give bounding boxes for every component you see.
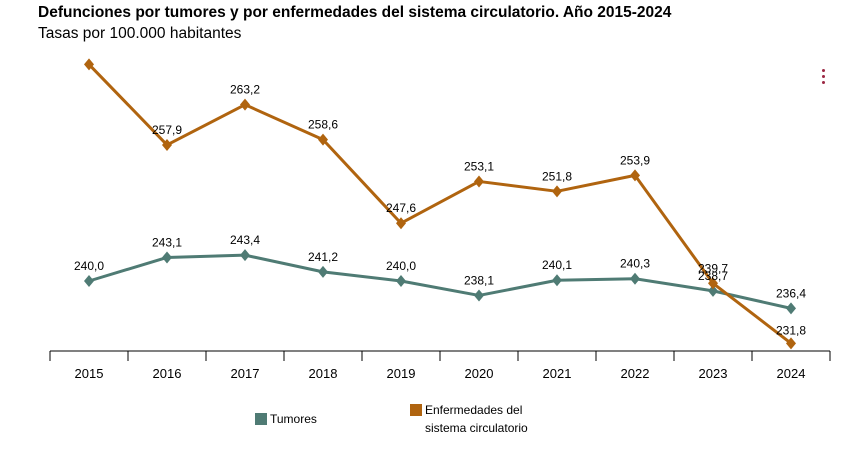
data-point-tumores bbox=[396, 275, 406, 287]
data-label-tumores: 241,2 bbox=[308, 250, 338, 264]
x-tick-label: 2022 bbox=[621, 366, 650, 381]
data-label-tumores: 240,0 bbox=[74, 259, 104, 273]
x-tick-label: 2024 bbox=[777, 366, 806, 381]
legend-swatch-tumores bbox=[255, 413, 267, 425]
data-point-tumores bbox=[786, 302, 796, 315]
legend-item-circulatorio[interactable]: Enfermedades del sistema circulatorio bbox=[410, 401, 528, 437]
data-label-circulatorio: 263,2 bbox=[230, 83, 260, 97]
data-label-circulatorio: 257,9 bbox=[152, 123, 182, 137]
data-point-circulatorio bbox=[318, 133, 328, 146]
data-point-circulatorio bbox=[708, 277, 718, 290]
x-tick-label: 2018 bbox=[309, 366, 338, 381]
data-point-circulatorio bbox=[396, 217, 406, 230]
x-tick-label: 2019 bbox=[387, 366, 416, 381]
series-line-tumores bbox=[88, 253, 792, 310]
data-label-tumores: 236,4 bbox=[776, 286, 806, 300]
data-point-circulatorio bbox=[474, 175, 484, 188]
data-label-circulatorio: 231,8 bbox=[776, 323, 806, 337]
data-label-tumores: 240,1 bbox=[542, 258, 572, 272]
legend-label-circulatorio: Enfermedades del sistema circulatorio bbox=[425, 403, 528, 435]
data-label-circulatorio: 239,7 bbox=[698, 261, 728, 275]
data-label-circulatorio: 247,6 bbox=[386, 201, 416, 215]
data-label-tumores: 238,1 bbox=[464, 273, 494, 287]
data-point-circulatorio bbox=[552, 185, 562, 198]
legend-swatch-circulatorio bbox=[410, 404, 422, 416]
series-line-circulatorio bbox=[87, 63, 792, 345]
x-tick-label: 2016 bbox=[153, 366, 182, 381]
data-point-circulatorio bbox=[240, 98, 250, 111]
data-point-circulatorio bbox=[786, 337, 796, 350]
data-label-tumores: 238,7 bbox=[698, 269, 728, 283]
data-label-circulatorio: 258,6 bbox=[308, 118, 338, 132]
x-tick-label: 2020 bbox=[465, 366, 494, 381]
kebab-menu-icon[interactable] bbox=[818, 68, 828, 86]
data-point-circulatorio bbox=[162, 138, 172, 151]
legend-item-tumores[interactable]: Tumores bbox=[255, 410, 317, 428]
chart-subtitle: Tasas por 100.000 habitantes bbox=[38, 25, 242, 42]
legend-label-tumores: Tumores bbox=[270, 412, 317, 426]
data-label-circulatorio: 251,8 bbox=[542, 169, 572, 183]
data-point-tumores bbox=[552, 274, 562, 287]
data-label-tumores: 243,4 bbox=[230, 233, 260, 247]
data-label-tumores: 240,3 bbox=[620, 257, 650, 271]
data-label-circulatorio: 253,1 bbox=[464, 159, 494, 173]
data-point-tumores bbox=[708, 284, 718, 297]
data-point-tumores bbox=[162, 251, 172, 264]
data-label-tumores: 243,1 bbox=[152, 235, 182, 249]
data-point-circulatorio bbox=[84, 58, 94, 71]
data-point-tumores bbox=[630, 272, 640, 285]
x-tick-label: 2015 bbox=[75, 366, 104, 381]
data-label-circulatorio: 253,9 bbox=[620, 153, 650, 167]
data-point-tumores bbox=[240, 249, 250, 262]
data-label-tumores: 240,0 bbox=[386, 259, 416, 273]
data-point-circulatorio bbox=[630, 169, 640, 182]
data-point-tumores bbox=[474, 289, 484, 302]
x-tick-label: 2021 bbox=[543, 366, 572, 381]
x-tick-label: 2017 bbox=[231, 366, 260, 381]
data-point-tumores bbox=[84, 275, 94, 287]
data-point-tumores bbox=[318, 265, 328, 278]
x-tick-label: 2023 bbox=[699, 366, 728, 381]
chart-title: Defunciones por tumores y por enfermedad… bbox=[38, 4, 672, 21]
